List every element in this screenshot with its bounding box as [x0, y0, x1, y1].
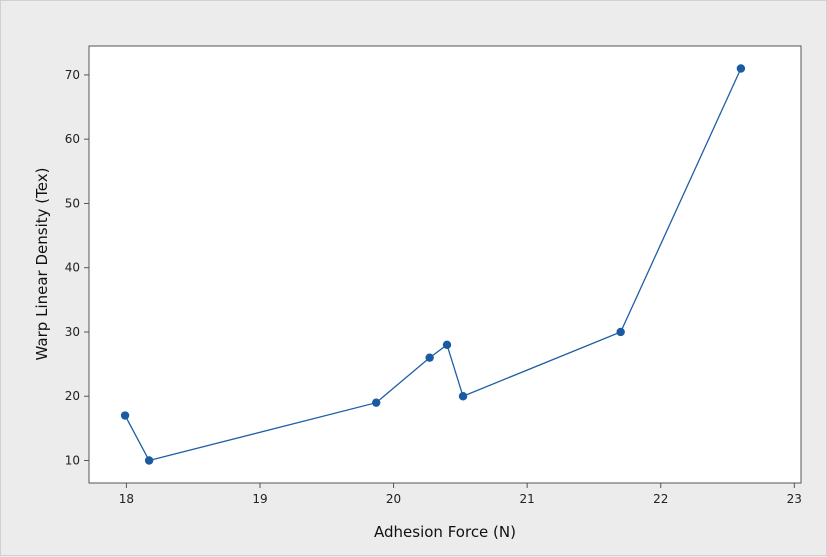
data-point	[372, 398, 381, 407]
y-axis-ticks: 10 20 30 40 50 60 70	[65, 68, 89, 468]
x-tick-label: 22	[653, 492, 668, 506]
data-point	[616, 327, 625, 337]
y-tick-label: 10	[65, 454, 80, 468]
y-tick-label: 60	[65, 132, 80, 146]
data-point	[736, 64, 746, 73]
y-tick-label: 30	[65, 325, 80, 339]
x-tick-label: 21	[520, 492, 535, 506]
x-axis-title: Adhesion Force (N)	[374, 523, 516, 541]
data-points	[120, 64, 746, 465]
y-tick-label: 20	[65, 389, 80, 403]
data-point	[425, 353, 434, 362]
y-axis-title: Warp Linear Density (Tex)	[33, 168, 51, 361]
x-tick-label: 23	[787, 492, 802, 506]
data-point	[120, 411, 130, 420]
series-line	[124, 68, 742, 462]
x-tick-label: 18	[119, 492, 134, 506]
y-tick-label: 70	[65, 68, 80, 82]
y-tick-label: 50	[65, 196, 80, 210]
x-tick-label: 19	[252, 492, 267, 506]
data-point	[458, 392, 468, 401]
data-point	[442, 340, 452, 350]
plot-area	[88, 45, 802, 484]
data-point	[144, 456, 154, 465]
y-tick-label: 40	[65, 261, 80, 275]
x-tick-label: 20	[386, 492, 401, 506]
x-axis-ticks: 18 19 20 21 22 23	[119, 483, 802, 506]
